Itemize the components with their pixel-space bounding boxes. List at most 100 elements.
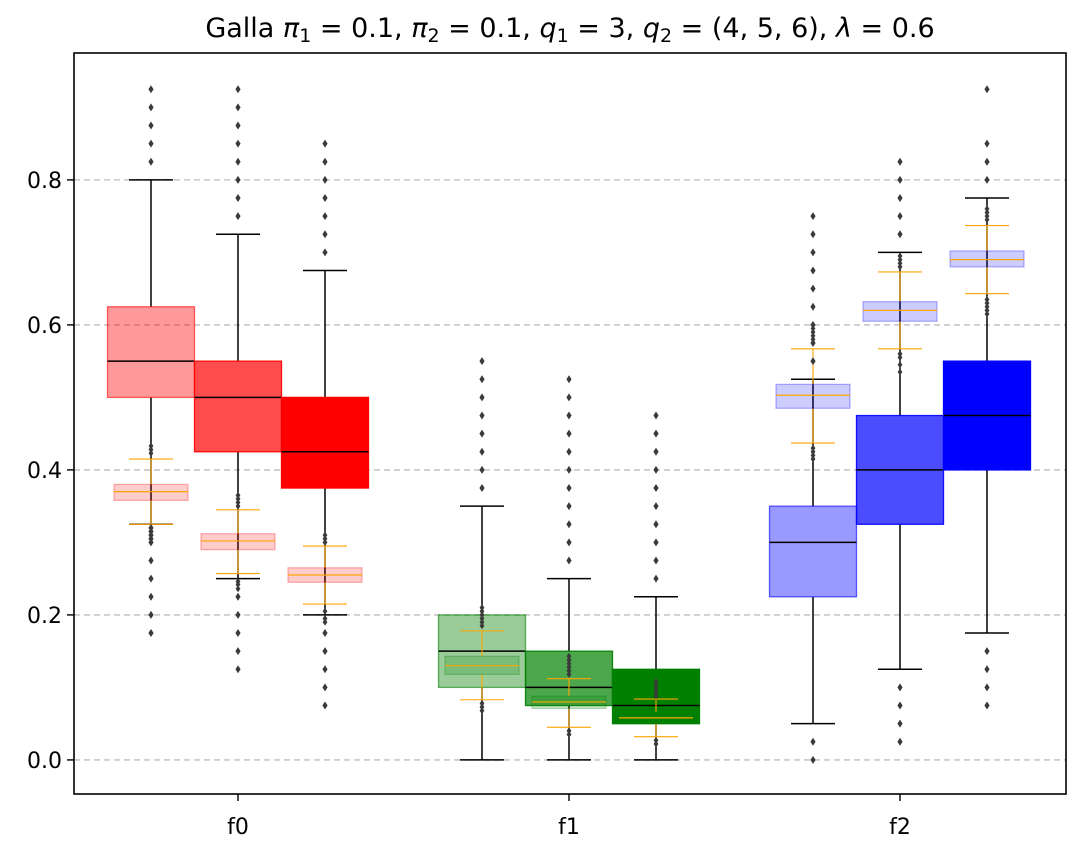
outlier-point xyxy=(479,484,485,493)
overlay-outlier-point xyxy=(897,256,903,264)
overlay-outlier-point xyxy=(235,491,241,499)
overlay-box xyxy=(113,483,189,501)
outlier-point xyxy=(479,411,485,420)
outlier-point xyxy=(653,411,659,420)
outlier-layer xyxy=(148,85,990,764)
overlay-outlier-point xyxy=(810,332,816,340)
outlier-point xyxy=(566,520,572,529)
y-tick-label: 0.6 xyxy=(27,314,62,339)
overlay-outlier-point xyxy=(897,252,903,260)
overlay-outlier-point xyxy=(479,703,485,711)
outlier-point xyxy=(479,447,485,456)
outlier-point xyxy=(566,465,572,474)
overlay-box xyxy=(949,250,1025,268)
overlay-outlier-point xyxy=(810,444,816,452)
outlier-point xyxy=(148,610,154,619)
outlier-point xyxy=(566,411,572,420)
outlier-point xyxy=(148,556,154,565)
outlier-point xyxy=(148,139,154,148)
overlay-outlier-point xyxy=(322,607,328,615)
overlay-box xyxy=(200,533,276,551)
outlier-point xyxy=(322,248,328,257)
outlier-point xyxy=(566,393,572,402)
plot-frame xyxy=(73,52,1067,795)
outlier-point xyxy=(984,139,990,148)
overlay-outlier-point xyxy=(479,707,485,715)
overlay-outlier-point xyxy=(235,585,241,593)
outlier-point xyxy=(235,665,241,674)
outlier-point xyxy=(653,556,659,565)
outlier-point xyxy=(479,465,485,474)
overlay-outlier-point xyxy=(479,615,485,623)
overlay-outlier-point xyxy=(984,310,990,318)
overlay-outlier-point xyxy=(479,607,485,615)
overlay-outlier-point xyxy=(984,303,990,311)
outlier-point xyxy=(984,175,990,184)
outlier-point xyxy=(810,284,816,293)
overlay-outlier-point xyxy=(566,659,572,667)
overlay-outlier-point xyxy=(148,442,154,450)
y-tick-label: 0.0 xyxy=(27,749,62,774)
overlay-outlier-point xyxy=(897,259,903,267)
outlier-point xyxy=(148,85,154,94)
outlier-point xyxy=(235,157,241,166)
overlay-outlier-point xyxy=(897,263,903,271)
overlay-outlier-point xyxy=(148,446,154,454)
outlier-point xyxy=(322,629,328,638)
outlier-point xyxy=(479,357,485,366)
overlay-outlier-point xyxy=(810,455,816,463)
outlier-point xyxy=(566,502,572,511)
overlay-outlier-point xyxy=(653,678,659,686)
overlay-outlier-point xyxy=(566,667,572,675)
overlay-outlier-point xyxy=(322,618,328,626)
overlay-outlier-point xyxy=(897,350,903,358)
outlier-point xyxy=(566,429,572,438)
outlier-point xyxy=(148,103,154,112)
overlay-outlier-point xyxy=(322,538,328,546)
box-layer xyxy=(106,179,1032,761)
outlier-point xyxy=(810,339,816,348)
outlier-point xyxy=(235,85,241,94)
overlay-outlier-point xyxy=(479,604,485,612)
overlay-outlier-point xyxy=(984,205,990,213)
outlier-point xyxy=(235,194,241,203)
outlier-point xyxy=(322,139,328,148)
outlier-point xyxy=(235,175,241,184)
overlay-outlier-point xyxy=(566,731,572,739)
overlay-outlier-point xyxy=(653,740,659,748)
outlier-point xyxy=(897,212,903,221)
overlay-outlier-point xyxy=(810,328,816,336)
outlier-point xyxy=(897,683,903,692)
outlier-point xyxy=(566,447,572,456)
overlay-outlier-point xyxy=(322,535,328,543)
x-tick-label: f0 xyxy=(227,815,249,840)
outlier-point xyxy=(984,157,990,166)
outlier-point xyxy=(897,175,903,184)
outlier-point xyxy=(810,357,816,366)
x-tick-label: f1 xyxy=(558,815,580,840)
outlier-point xyxy=(566,556,572,565)
outlier-point xyxy=(322,212,328,221)
outlier-point xyxy=(322,701,328,710)
box xyxy=(106,306,196,399)
overlay-outlier-point xyxy=(653,681,659,689)
outlier-point xyxy=(897,157,903,166)
outlier-point xyxy=(984,665,990,674)
axes: 0.0 0.2 0.4 0.6 0.8 f0 f1 f2 xyxy=(27,169,911,840)
overlay-outlier-point xyxy=(148,449,154,457)
outlier-point xyxy=(810,320,816,329)
overlay-outlier-point xyxy=(479,618,485,626)
outlier-point xyxy=(810,248,816,257)
outlier-point xyxy=(984,647,990,656)
outlier-point xyxy=(653,538,659,547)
outlier-point xyxy=(148,523,154,532)
outlier-point xyxy=(235,139,241,148)
overlay-outlier-point xyxy=(235,499,241,507)
outlier-point xyxy=(235,103,241,112)
outlier-point xyxy=(653,502,659,511)
outlier-point xyxy=(235,592,241,601)
overlay-outlier-point xyxy=(653,692,659,700)
overlay-outlier-point xyxy=(479,622,485,630)
outlier-point xyxy=(810,266,816,275)
